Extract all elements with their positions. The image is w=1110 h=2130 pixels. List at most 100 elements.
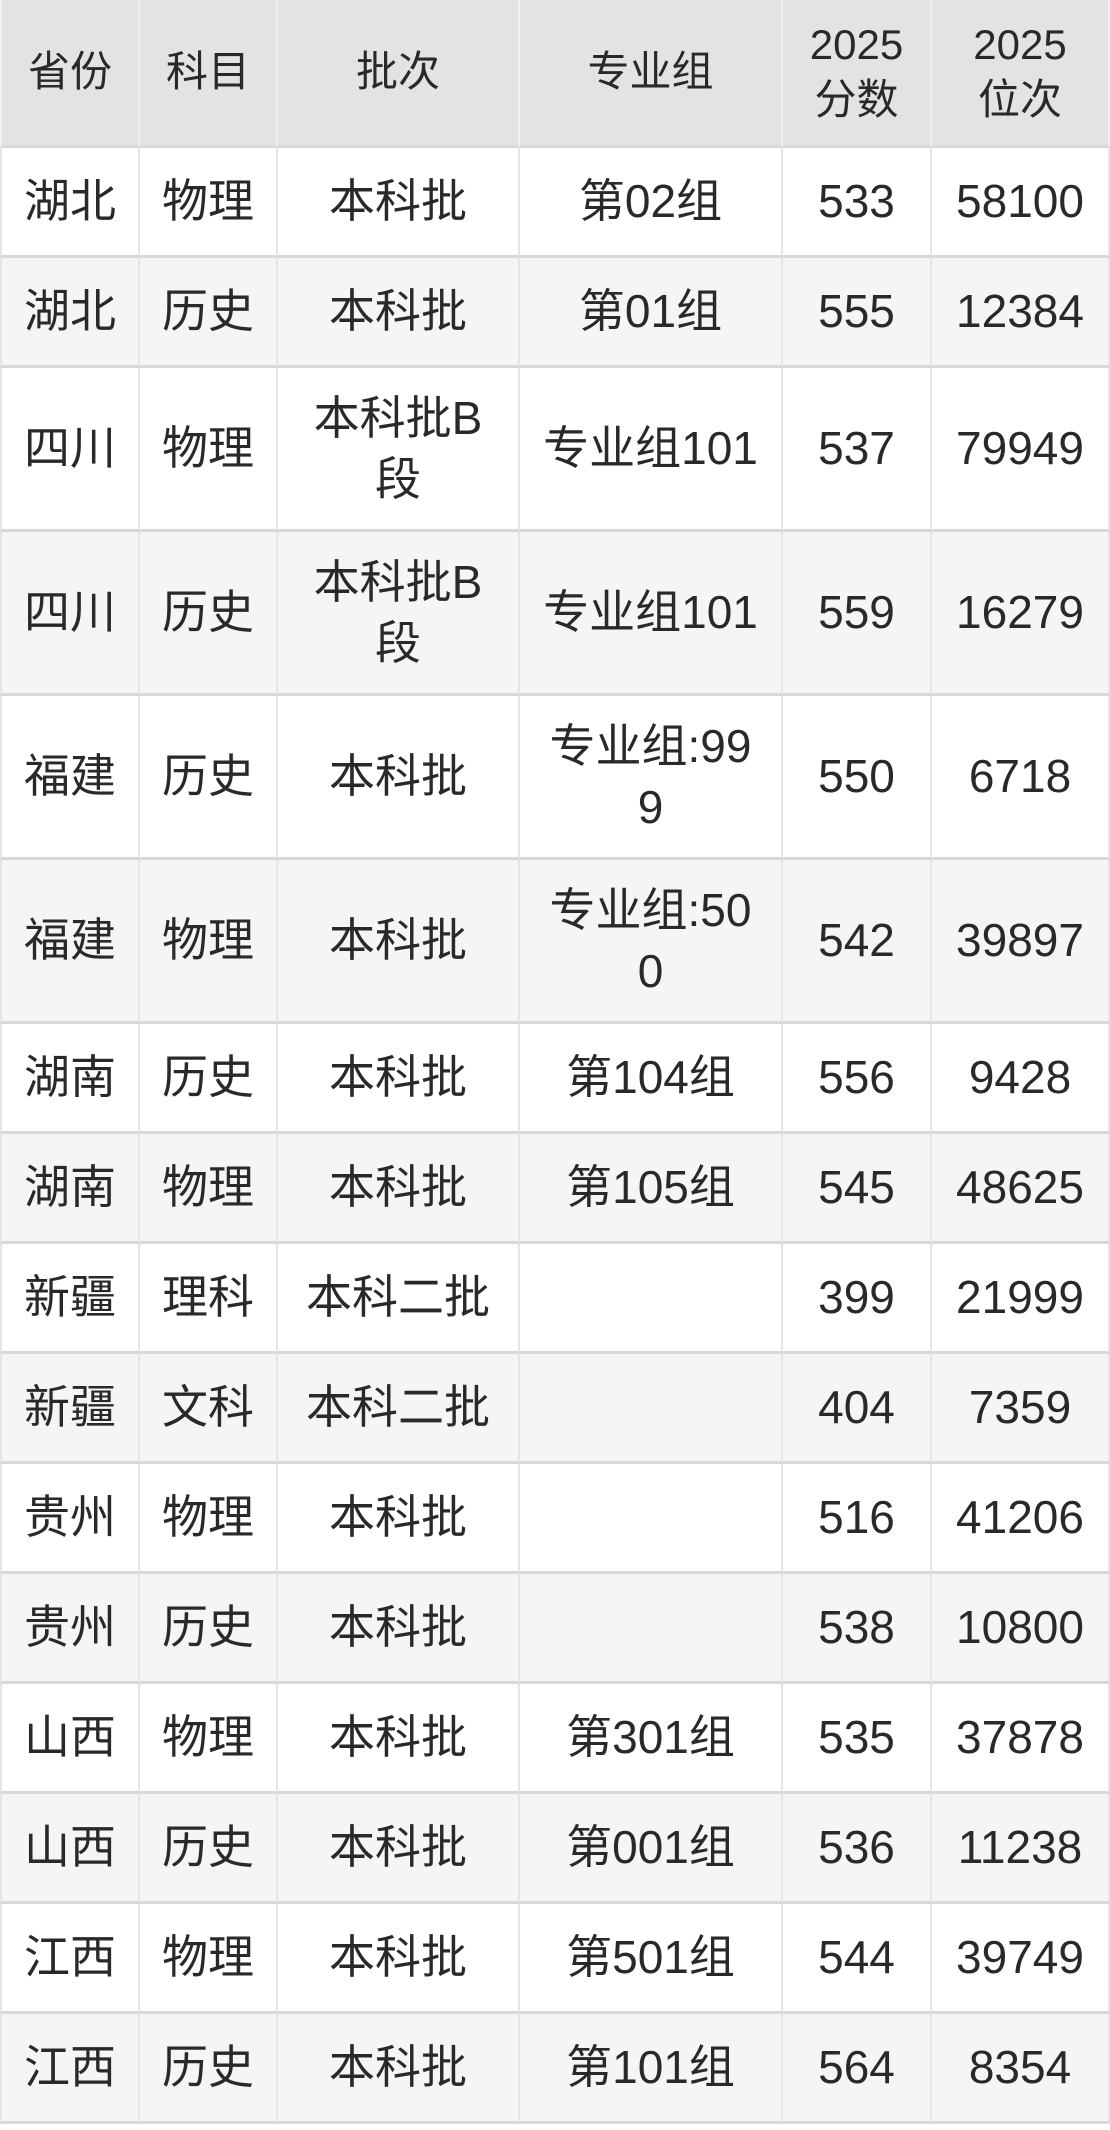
cell-subject: 历史 [140,258,278,368]
cell-subject: 物理 [140,148,278,258]
cell-province: 江西 [0,1904,140,2014]
cell-rank: 11238 [932,1794,1110,1904]
cell-major-group [520,1354,783,1464]
cell-province: 山西 [0,1684,140,1794]
cell-rank: 7359 [932,1354,1110,1464]
cell-batch: 本科批 [278,860,520,1024]
cell-score: 533 [783,148,932,258]
table-row: 新疆 理科 本科二批 399 21999 [0,1244,1110,1354]
cell-province: 湖北 [0,258,140,368]
cell-batch: 本科批 [278,148,520,258]
cell-province: 新疆 [0,1354,140,1464]
table-row: 福建 历史 本科批 专业组:99 9 550 6718 [0,696,1110,860]
table-row: 湖南 物理 本科批 第105组 545 48625 [0,1134,1110,1244]
cell-batch: 本科批 [278,1684,520,1794]
cell-subject: 历史 [140,2014,278,2124]
cell-batch: 本科批B 段 [278,368,520,532]
cell-score: 545 [783,1134,932,1244]
cell-score: 538 [783,1574,932,1684]
cell-subject: 历史 [140,1794,278,1904]
cell-score: 404 [783,1354,932,1464]
cell-batch: 本科批 [278,1464,520,1574]
cell-rank: 8354 [932,2014,1110,2124]
table-row: 贵州 历史 本科批 538 10800 [0,1574,1110,1684]
cell-rank: 6718 [932,696,1110,860]
table-row: 湖北 物理 本科批 第02组 533 58100 [0,148,1110,258]
cell-province: 福建 [0,860,140,1024]
cell-major-group [520,1244,783,1354]
cell-score: 556 [783,1024,932,1134]
cell-province: 江西 [0,2014,140,2124]
cell-province: 湖南 [0,1024,140,1134]
cell-batch: 本科批 [278,1134,520,1244]
cell-major-group: 第101组 [520,2014,783,2124]
cell-major-group: 专业组:50 0 [520,860,783,1024]
cell-subject: 历史 [140,696,278,860]
table-row: 山西 物理 本科批 第301组 535 37878 [0,1684,1110,1794]
cell-score: 564 [783,2014,932,2124]
cell-major-group: 第501组 [520,1904,783,2014]
cell-province: 新疆 [0,1244,140,1354]
table-row: 江西 物理 本科批 第501组 544 39749 [0,1904,1110,2014]
table-row: 贵州 物理 本科批 516 41206 [0,1464,1110,1574]
table-row: 四川 历史 本科批B 段 专业组101 559 16279 [0,532,1110,696]
cell-subject: 文科 [140,1354,278,1464]
cell-score: 555 [783,258,932,368]
cell-subject: 历史 [140,1024,278,1134]
cell-score: 550 [783,696,932,860]
col-header-batch: 批次 [278,0,520,148]
cell-province: 四川 [0,532,140,696]
cell-batch: 本科二批 [278,1354,520,1464]
cell-subject: 物理 [140,860,278,1024]
cell-major-group: 专业组101 [520,532,783,696]
cell-major-group: 专业组:99 9 [520,696,783,860]
cell-rank: 48625 [932,1134,1110,1244]
cell-batch: 本科二批 [278,1244,520,1354]
cell-score: 535 [783,1684,932,1794]
cell-score: 516 [783,1464,932,1574]
cell-subject: 物理 [140,1684,278,1794]
cell-score: 537 [783,368,932,532]
cell-province: 湖北 [0,148,140,258]
col-header-major-group: 专业组 [520,0,783,148]
cell-major-group: 第02组 [520,148,783,258]
cell-batch: 本科批 [278,1794,520,1904]
cell-score: 536 [783,1794,932,1904]
cell-province: 四川 [0,368,140,532]
cell-score: 399 [783,1244,932,1354]
cell-province: 湖南 [0,1134,140,1244]
cell-batch: 本科批 [278,1574,520,1684]
cell-province: 贵州 [0,1464,140,1574]
table-row: 福建 物理 本科批 专业组:50 0 542 39897 [0,860,1110,1024]
cell-province: 山西 [0,1794,140,1904]
cell-major-group: 第105组 [520,1134,783,1244]
cell-batch: 本科批B 段 [278,532,520,696]
cell-rank: 16279 [932,532,1110,696]
cell-rank: 39749 [932,1904,1110,2014]
table-row: 江西 历史 本科批 第101组 564 8354 [0,2014,1110,2124]
cell-rank: 79949 [932,368,1110,532]
cell-subject: 物理 [140,1464,278,1574]
cell-batch: 本科批 [278,1024,520,1134]
table-row: 湖南 历史 本科批 第104组 556 9428 [0,1024,1110,1134]
cell-rank: 10800 [932,1574,1110,1684]
cell-major-group: 第01组 [520,258,783,368]
cell-rank: 37878 [932,1684,1110,1794]
table-row: 湖北 历史 本科批 第01组 555 12384 [0,258,1110,368]
col-header-score-2025: 2025 分数 [783,0,932,148]
cell-province: 贵州 [0,1574,140,1684]
cell-major-group: 专业组101 [520,368,783,532]
cell-subject: 物理 [140,1904,278,2014]
col-header-subject: 科目 [140,0,278,148]
table-row: 山西 历史 本科批 第001组 536 11238 [0,1794,1110,1904]
col-header-rank-2025: 2025 位次 [932,0,1110,148]
cell-batch: 本科批 [278,2014,520,2124]
cell-subject: 历史 [140,532,278,696]
cell-province: 福建 [0,696,140,860]
cell-major-group [520,1574,783,1684]
cell-major-group: 第104组 [520,1024,783,1134]
cell-rank: 12384 [932,258,1110,368]
cell-rank: 58100 [932,148,1110,258]
cell-major-group: 第001组 [520,1794,783,1904]
